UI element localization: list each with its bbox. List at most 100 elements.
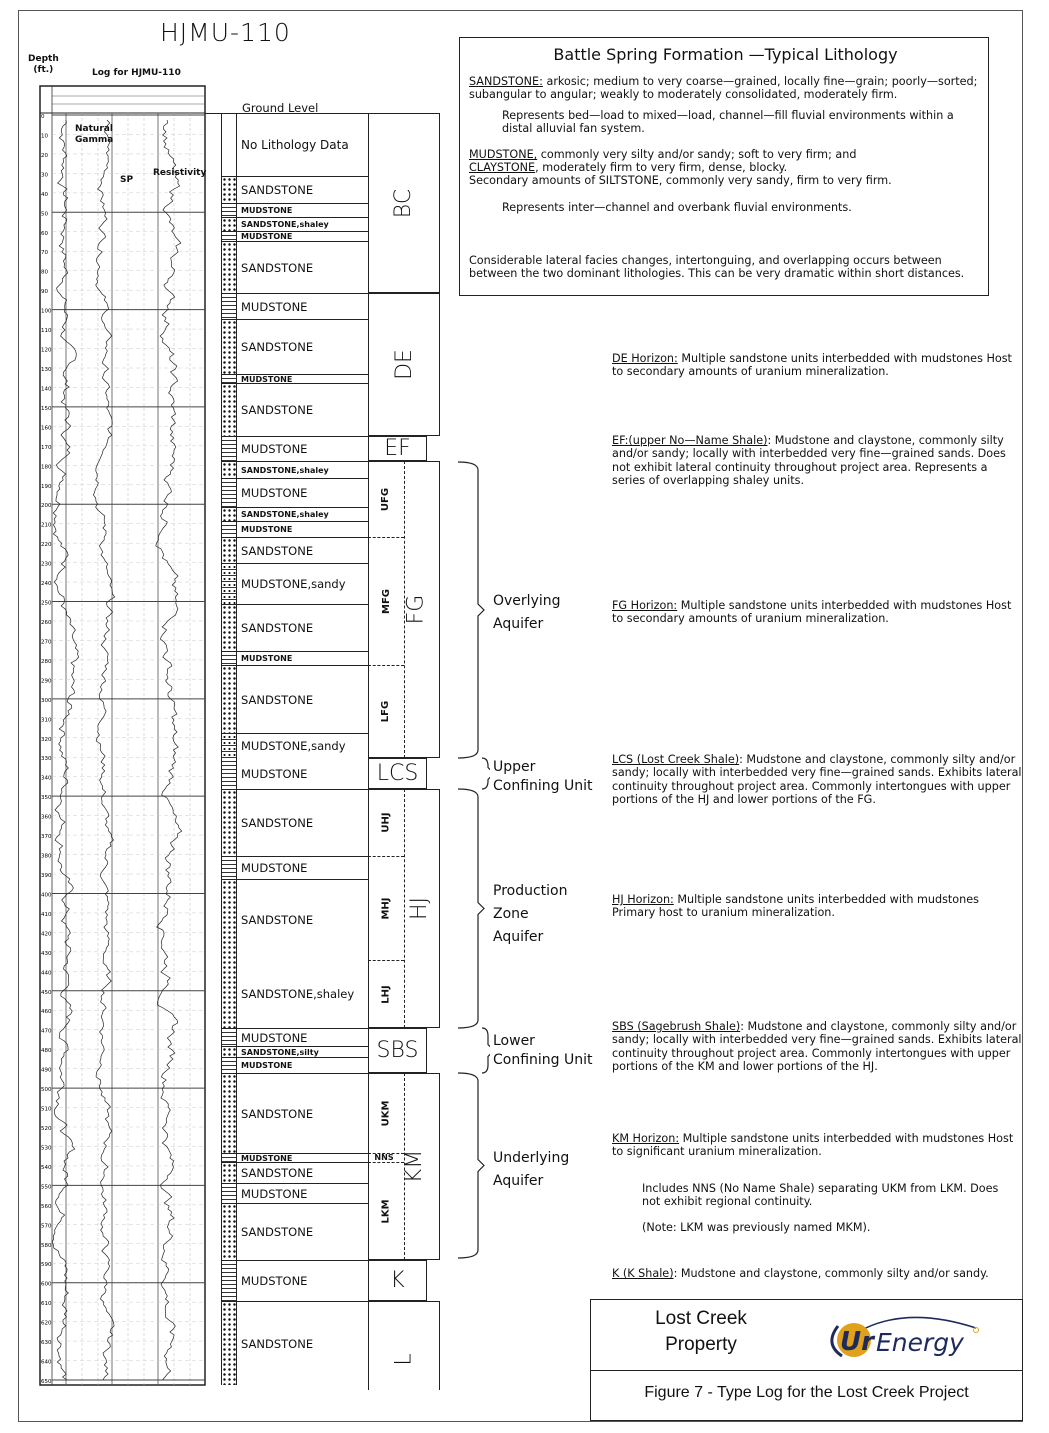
lithology-label: MUDSTONE (237, 374, 368, 384)
lithology-label: MUDSTONE (237, 478, 368, 507)
depth-tick-label: 390 (41, 873, 52, 879)
sandstone-definition: SANDSTONE: arkosic; medium to very coars… (469, 75, 982, 101)
depth-tick-label: 450 (41, 990, 52, 996)
lithology-label: SANDSTONE,silty (237, 1046, 368, 1057)
unit-label: KM (401, 1149, 427, 1184)
mudstone-definition: MUDSTONE, commonly very silty and/or san… (469, 148, 982, 188)
subunit-label: LKM (380, 1198, 392, 1224)
subunit-ukm: UKM (368, 1073, 404, 1153)
lithology-label: SANDSTONE (237, 1203, 368, 1260)
horizon-text: Includes NNS (No Name Shale) separating … (642, 1182, 999, 1209)
lithology-pattern-sand (221, 507, 237, 521)
subunit-label: UKM (380, 1100, 392, 1126)
subunit-label: LHJ (380, 984, 392, 1004)
depth-tick-label: 410 (41, 912, 52, 918)
depth-tick-label: 60 (41, 231, 48, 237)
subunit-label: UHJ (380, 812, 392, 833)
depth-tick-label: 540 (41, 1165, 52, 1171)
horizon-term: FG Horizon: (612, 599, 678, 612)
log-border (39, 85, 206, 1386)
depth-tick-label: 150 (41, 406, 52, 412)
ground-level-label: Ground Level (242, 101, 319, 115)
depth-tick-label: 360 (41, 815, 52, 821)
lithology-label: SANDSTONE (237, 319, 368, 374)
title-block: Lost Creek Property Ur Energy Figure 7 -… (590, 1299, 1023, 1421)
svg-text:Energy: Energy (876, 1328, 965, 1357)
lithology-pattern-mud (221, 478, 237, 507)
depth-tick-label: 510 (41, 1107, 52, 1113)
subunit-boundary (368, 1153, 404, 1154)
lithology-pattern-mud (221, 1153, 237, 1162)
subunit-boundary (368, 960, 404, 961)
lithology-label: SANDSTONE (237, 604, 368, 651)
depth-tick-label: 10 (41, 133, 48, 139)
subunit-label: MHJ (380, 896, 392, 920)
log-title: Log for HJMU-110 (92, 68, 181, 78)
unit-label: K (390, 1268, 405, 1293)
depth-tick-label: 310 (41, 717, 52, 723)
aquifer-label: Upper Confining Unit (493, 759, 593, 794)
depth-tick-label: 70 (41, 250, 48, 256)
unit-label: SBS (376, 1038, 419, 1063)
resistivity-curve (155, 119, 183, 1381)
lithology-label: SANDSTONE,shaley (237, 507, 368, 521)
lithology-pattern-sand (221, 960, 237, 1028)
subunit-label: LFG (380, 700, 392, 723)
lithology-label: SANDSTONE,shaley (241, 987, 355, 1001)
lithology-pattern-sand (221, 1203, 237, 1260)
figure-caption: Figure 7 - Type Log for the Lost Creek P… (644, 1384, 969, 1401)
depth-tick-label: 200 (41, 503, 52, 509)
mudstone-text: commonly very silty and/or sandy; soft t… (537, 148, 857, 161)
svg-text:Ur: Ur (840, 1327, 876, 1357)
lithology-label: MUDSTONE (237, 1028, 368, 1046)
subunit-boundary (368, 856, 404, 857)
depth-tick-label: 560 (41, 1204, 52, 1210)
lithology-pattern-sand (221, 1162, 237, 1183)
lithology-pattern-mud (221, 651, 237, 665)
lithology-pattern-mud (221, 293, 237, 319)
sp-label: SP (120, 175, 134, 185)
well-title: HJMU-110 (160, 18, 291, 47)
lithology-label: SANDSTONE (237, 879, 368, 960)
brace (481, 1027, 490, 1074)
brace (457, 1072, 485, 1259)
depth-tick-label: 140 (41, 386, 52, 392)
unit-bc: BC (368, 113, 440, 293)
subunit-lkm: LKM (368, 1162, 404, 1260)
lithology-pattern-sand (221, 1046, 237, 1057)
horizon-text: (Note: LKM was previously named MKM). (642, 1221, 871, 1234)
lithology-label: MUDSTONE (237, 651, 368, 665)
horizon-text: : Mudstone and claystone, commonly silty… (612, 753, 1022, 806)
unit-label: EF (384, 436, 411, 461)
subunit-label: MFG (380, 588, 392, 614)
depth-tick-label: 120 (41, 348, 52, 354)
lithology-label: SANDSTONE (237, 1301, 368, 1385)
subunit-label: NNS (374, 1153, 394, 1162)
lithology-label: MUDSTONE (237, 1057, 368, 1073)
lithology-label: MUDSTONE (237, 521, 368, 537)
mudstone-term: MUDSTONE, (469, 148, 538, 161)
depth-tick-label: 320 (41, 737, 52, 743)
horizon-term: KM Horizon: (612, 1132, 680, 1145)
lithology-label: SANDSTONE (237, 537, 368, 563)
lithology-label: SANDSTONE (237, 1073, 368, 1153)
brace (457, 788, 485, 1029)
page-frame (18, 10, 1023, 1422)
lithology-pattern-none (221, 113, 237, 176)
lithology-pattern-sand (221, 879, 237, 960)
lithology-pattern-sand (221, 319, 237, 374)
lithology-label: No Lithology Data (237, 113, 368, 176)
depth-tick-label: 340 (41, 776, 52, 782)
depth-tick-label: 90 (41, 289, 48, 295)
depth-tick-label: 470 (41, 1029, 52, 1035)
subunit-divider (404, 461, 405, 758)
depth-tick-label: 650 (41, 1379, 52, 1385)
depth-tick-label: 50 (41, 211, 48, 217)
horizon-description: EF:(upper No—Name Shale): Mudstone and c… (612, 434, 1022, 487)
depth-tick-label: 350 (41, 795, 52, 801)
horizon-text: : Mudstone and claystone, commonly silty… (612, 1020, 1022, 1073)
aquifer-label: Lower Confining Unit (493, 1033, 593, 1068)
mudstone-environment: Represents inter—channel and overbank fl… (502, 201, 852, 214)
depth-tick-label: 20 (41, 153, 48, 159)
subunit-lhj: LHJ (368, 960, 404, 1028)
